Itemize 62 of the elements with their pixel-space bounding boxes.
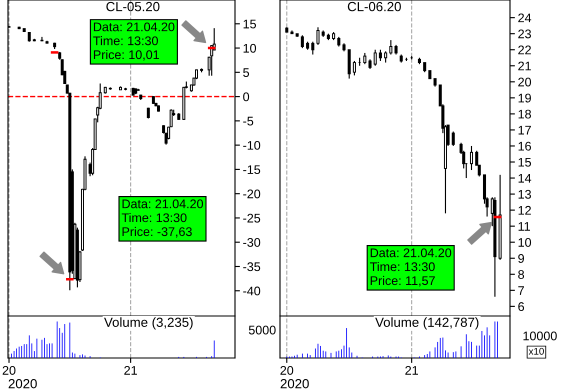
y-tick-label: 9: [518, 254, 524, 263]
chart-title: Volume (142,787): [375, 317, 478, 330]
text: 5000: [248, 326, 276, 334]
y-tick-label: 6: [518, 302, 524, 312]
y-tick-label: 18: [518, 110, 531, 119]
y-tick-label: 11: [518, 222, 530, 231]
annotation: Data: 21.04.20 Time: 13:30 Price: -37,63: [122, 199, 204, 238]
y-tick-label: 10: [518, 238, 532, 247]
candlestick: [316, 26, 320, 46]
y-tick-label: -35: [243, 262, 260, 272]
y-tick-label: 14: [518, 174, 532, 183]
y-tick-label: 13: [518, 190, 531, 199]
candlestick: [452, 130, 455, 147]
y-tick-label: -20: [243, 189, 260, 198]
y-tick-label: 15: [518, 158, 532, 167]
candlestick: [378, 49, 382, 62]
annotation: Data: 21.04.20 Time: 13:30 Price: 10,01: [93, 22, 174, 61]
candlestick: [394, 44, 398, 56]
candlestick: [423, 62, 426, 73]
y-tick-label: 19: [518, 94, 531, 102]
x-axis-title: 2020: [280, 379, 309, 388]
y-tick-label: 8: [518, 270, 524, 279]
candlestick: [363, 52, 366, 65]
chart-title: CL-05.20: [106, 2, 160, 12]
x-axis-title: 2020: [8, 379, 37, 388]
y-tick-label: -5: [243, 116, 254, 126]
candlestick: [300, 34, 304, 49]
chart-title: Volume (3,235): [104, 317, 193, 330]
x-tick-label: 21: [405, 366, 418, 375]
y-tick-label: 0: [243, 92, 250, 102]
candlestick: [352, 60, 356, 76]
candlestick: [470, 145, 474, 171]
y-tick-label: -10: [243, 140, 260, 150]
y-tick-label: 21: [518, 62, 531, 70]
text: x10: [528, 348, 544, 355]
y-tick-label: 12: [518, 206, 531, 215]
y-tick-label: 16: [518, 142, 531, 151]
y-tick-label: -25: [243, 214, 260, 223]
candlestick: [337, 36, 340, 48]
candlestick: [384, 50, 388, 64]
candlestick: [311, 41, 314, 56]
annotation: Data: 21.04.20 Time: 13:30 Price: 11,57: [370, 248, 452, 287]
y-tick-label: 24: [518, 13, 532, 22]
x-tick-label: 21: [124, 366, 137, 375]
candlestick: [389, 40, 392, 56]
y-tick-label: 22: [518, 46, 531, 54]
chart-title: CL-06.20: [348, 2, 401, 12]
y-tick-label: -15: [243, 165, 260, 174]
y-tick-label: 5: [243, 68, 250, 77]
y-tick-label: 17: [518, 126, 531, 134]
y-tick-label: 7: [518, 286, 524, 295]
y-tick-label: 10: [244, 44, 256, 53]
x-tick-label: 20: [280, 366, 294, 375]
y-tick-label: -30: [243, 238, 260, 247]
candlestick: [368, 58, 372, 70]
x-tick-label: 20: [2, 366, 16, 375]
y-tick-label: 15: [244, 20, 256, 28]
text: 10000: [523, 332, 557, 340]
y-tick-label: 23: [518, 29, 531, 38]
y-tick-label: -40: [243, 286, 260, 296]
candlestick: [374, 49, 377, 66]
y-tick-label: 20: [518, 78, 532, 86]
